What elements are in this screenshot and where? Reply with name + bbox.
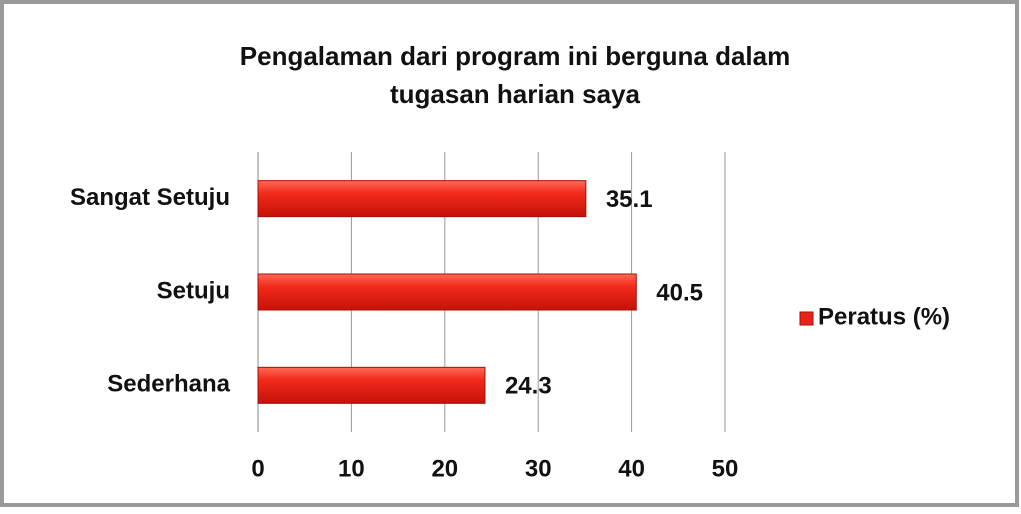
x-tick-label: 30 bbox=[525, 455, 552, 482]
x-tick-label: 10 bbox=[338, 455, 365, 482]
bar bbox=[257, 366, 486, 404]
bar bbox=[257, 180, 587, 218]
bar bbox=[257, 273, 637, 311]
legend-label: Peratus (%) bbox=[818, 303, 950, 330]
chart-title: tugasan harian saya bbox=[390, 79, 641, 109]
data-label: 40.5 bbox=[656, 279, 703, 306]
data-label: 35.1 bbox=[606, 186, 653, 213]
x-tick-label: 40 bbox=[618, 455, 645, 482]
y-tick-label: Sangat Setuju bbox=[70, 184, 230, 211]
data-label: 24.3 bbox=[505, 373, 552, 400]
y-tick-label: Setuju bbox=[157, 277, 230, 304]
chart-title: Pengalaman dari program ini berguna dala… bbox=[240, 41, 790, 71]
y-tick-label: Sederhana bbox=[107, 371, 230, 398]
x-tick-label: 0 bbox=[251, 455, 264, 482]
legend-swatch bbox=[799, 311, 814, 326]
x-tick-label: 50 bbox=[712, 455, 739, 482]
x-tick-label: 20 bbox=[431, 455, 458, 482]
